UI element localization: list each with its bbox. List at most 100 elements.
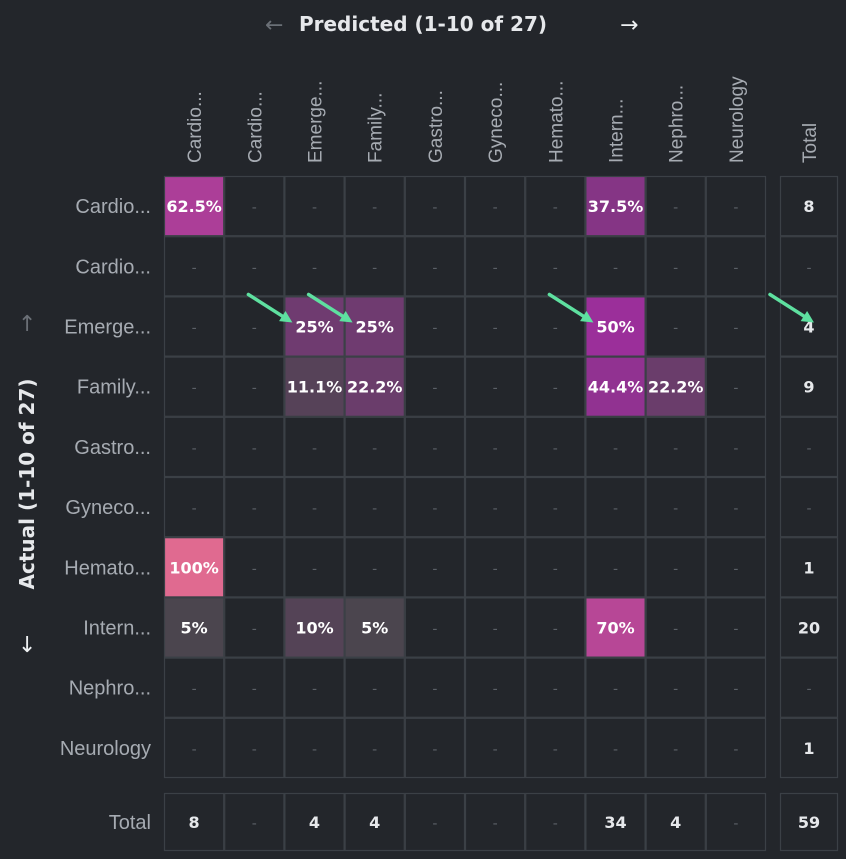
heatmap-cell[interactable] [464, 537, 526, 598]
heatmap-cell[interactable] [525, 717, 586, 779]
heatmap-cell[interactable] [464, 476, 526, 538]
heatmap-cell[interactable] [284, 717, 345, 779]
heatmap-cell[interactable] [705, 657, 767, 718]
heatmap-cell[interactable] [464, 657, 526, 718]
heatmap-cell[interactable] [525, 416, 586, 478]
heatmap-cell[interactable] [344, 356, 405, 417]
heatmap-cell[interactable] [645, 537, 706, 598]
heatmap-cell[interactable] [224, 476, 285, 538]
heatmap-cell[interactable] [344, 657, 405, 718]
heatmap-cell[interactable] [163, 476, 225, 538]
heatmap-cell[interactable] [464, 175, 526, 237]
heatmap-cell[interactable] [404, 476, 466, 538]
heatmap-cell[interactable] [585, 717, 646, 779]
heatmap-cell[interactable] [705, 537, 767, 598]
heatmap-cell[interactable] [705, 356, 767, 417]
heatmap-cell[interactable] [224, 657, 285, 718]
heatmap-cell[interactable] [224, 175, 285, 237]
heatmap-cell[interactable] [284, 356, 345, 417]
heatmap-cell[interactable] [163, 657, 225, 718]
heatmap-cell[interactable] [404, 175, 466, 237]
heatmap-cell[interactable] [464, 236, 526, 297]
heatmap-cell[interactable] [163, 597, 225, 658]
heatmap-cell[interactable] [585, 175, 646, 237]
heatmap-cell[interactable] [284, 476, 345, 538]
heatmap-cell[interactable] [163, 717, 225, 779]
heatmap-cell[interactable] [163, 416, 225, 478]
heatmap-cell[interactable] [344, 476, 405, 538]
heatmap-cell[interactable] [645, 175, 706, 237]
heatmap-cell[interactable] [404, 416, 466, 478]
arrow-up-icon[interactable]: ↑ [18, 312, 37, 337]
heatmap-cell[interactable] [284, 236, 345, 297]
heatmap-cell[interactable] [705, 236, 767, 297]
heatmap-cell[interactable] [163, 537, 225, 598]
heatmap-cell[interactable] [404, 537, 466, 598]
heatmap-cell[interactable] [284, 657, 345, 718]
arrow-left-icon[interactable]: ← [265, 13, 284, 38]
heatmap-cell[interactable] [645, 236, 706, 297]
heatmap-cell[interactable] [525, 356, 586, 417]
heatmap-cell[interactable] [645, 476, 706, 538]
heatmap-cell[interactable] [645, 296, 706, 357]
heatmap-cell[interactable] [585, 356, 646, 417]
heatmap-cell[interactable] [645, 416, 706, 478]
heatmap-cell[interactable] [525, 175, 586, 237]
heatmap-cell[interactable] [404, 717, 466, 779]
heatmap-cell[interactable] [163, 175, 225, 237]
heatmap-cell[interactable] [224, 416, 285, 478]
heatmap-cell[interactable] [705, 717, 767, 779]
heatmap-cell[interactable] [705, 296, 767, 357]
heatmap-cell[interactable] [464, 717, 526, 779]
heatmap-cell[interactable] [585, 597, 646, 658]
heatmap-cell[interactable] [404, 236, 466, 297]
heatmap-cell[interactable] [284, 416, 345, 478]
heatmap-cell[interactable] [224, 717, 285, 779]
heatmap-cell[interactable] [344, 175, 405, 237]
heatmap-cell[interactable] [344, 236, 405, 297]
heatmap-cell[interactable] [645, 657, 706, 718]
heatmap-cell[interactable] [224, 597, 285, 658]
heatmap-cell[interactable] [705, 416, 767, 478]
heatmap-cell[interactable] [585, 657, 646, 718]
heatmap-cell[interactable] [585, 476, 646, 538]
arrow-down-icon[interactable]: ↓ [18, 633, 37, 658]
heatmap-cell[interactable] [344, 416, 405, 478]
heatmap-cell[interactable] [585, 416, 646, 478]
heatmap-cell[interactable] [645, 597, 706, 658]
heatmap-cell[interactable] [464, 416, 526, 478]
heatmap-cell[interactable] [464, 356, 526, 417]
heatmap-cell[interactable] [344, 296, 405, 357]
heatmap-cell[interactable] [585, 296, 646, 357]
heatmap-cell[interactable] [163, 296, 225, 357]
heatmap-cell[interactable] [224, 356, 285, 417]
heatmap-cell[interactable] [525, 236, 586, 297]
heatmap-cell[interactable] [344, 717, 405, 779]
heatmap-cell[interactable] [404, 296, 466, 357]
heatmap-cell[interactable] [705, 597, 767, 658]
heatmap-cell[interactable] [525, 476, 586, 538]
heatmap-cell[interactable] [404, 657, 466, 718]
heatmap-cell[interactable] [645, 356, 706, 417]
heatmap-cell[interactable] [284, 597, 345, 658]
heatmap-cell[interactable] [464, 597, 526, 658]
heatmap-cell[interactable] [224, 236, 285, 297]
heatmap-cell[interactable] [705, 476, 767, 538]
heatmap-cell[interactable] [284, 175, 345, 237]
heatmap-cell[interactable] [284, 537, 345, 598]
heatmap-cell[interactable] [404, 597, 466, 658]
heatmap-cell[interactable] [163, 236, 225, 297]
heatmap-cell[interactable] [525, 597, 586, 658]
arrow-right-icon[interactable]: → [620, 13, 639, 38]
heatmap-cell[interactable] [224, 537, 285, 598]
heatmap-cell[interactable] [284, 296, 345, 357]
heatmap-cell[interactable] [645, 717, 706, 779]
heatmap-cell[interactable] [163, 356, 225, 417]
heatmap-cell[interactable] [585, 236, 646, 297]
heatmap-cell[interactable] [344, 597, 405, 658]
heatmap-cell[interactable] [525, 537, 586, 598]
heatmap-cell[interactable] [525, 657, 586, 718]
heatmap-cell[interactable] [404, 356, 466, 417]
heatmap-cell[interactable] [585, 537, 646, 598]
heatmap-cell[interactable] [344, 537, 405, 598]
